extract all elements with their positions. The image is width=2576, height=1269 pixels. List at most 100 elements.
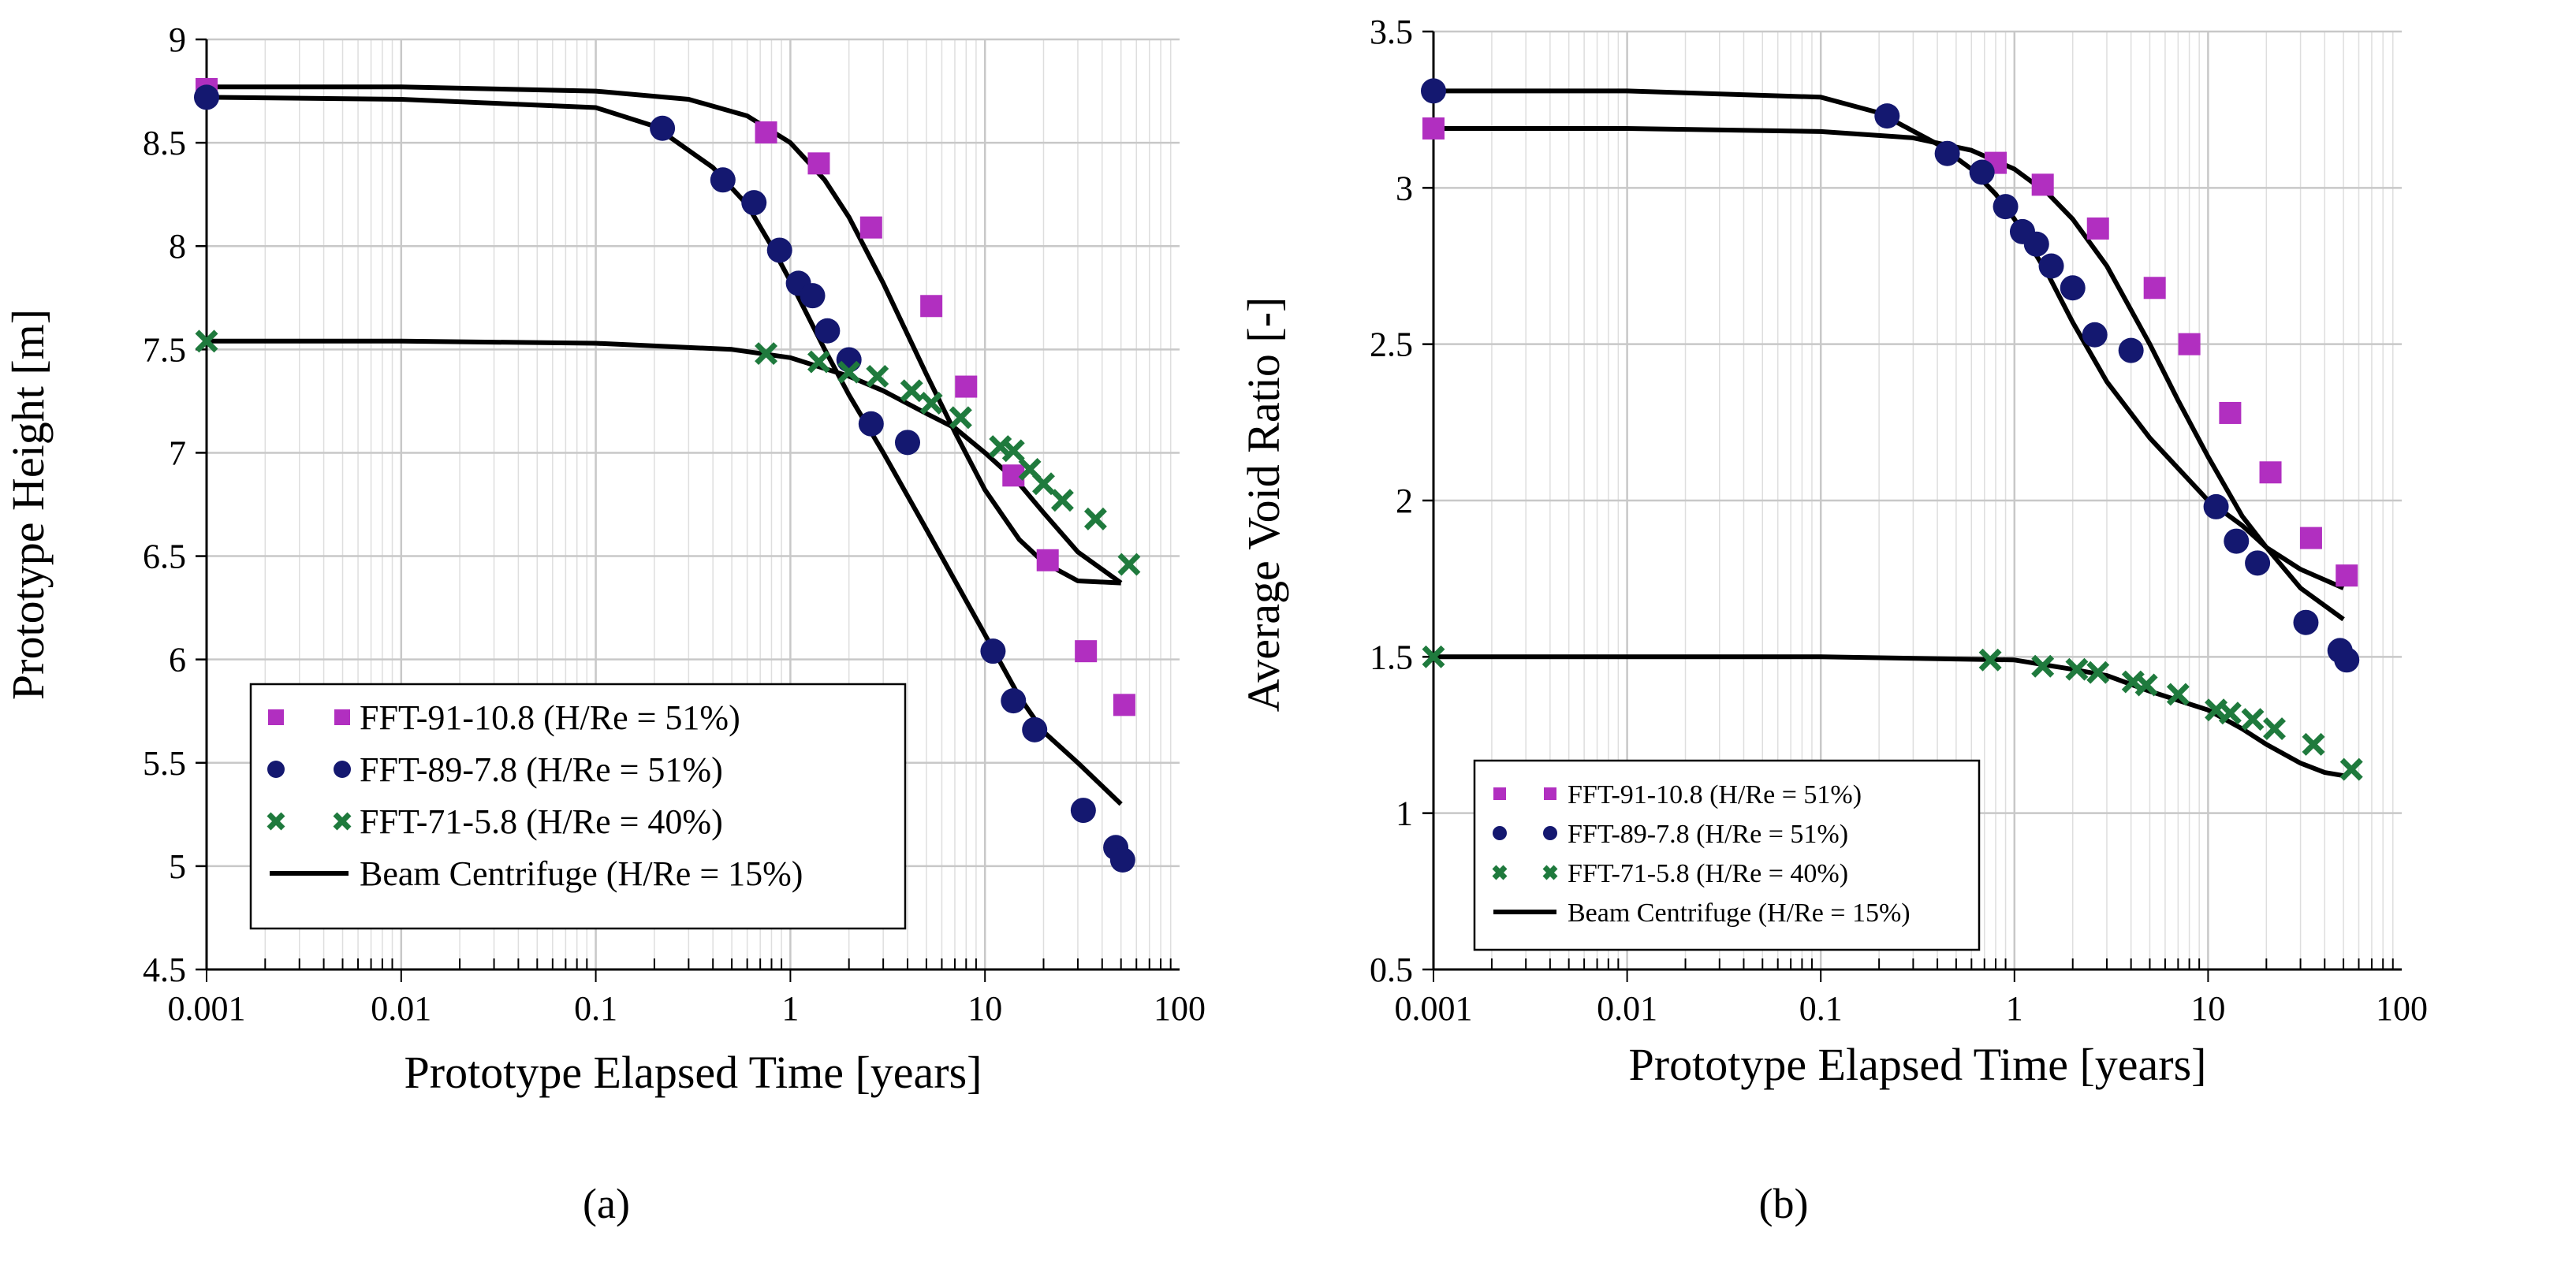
panel-b-point-cross-stroke-2 [2218, 701, 2242, 725]
panel-b-point-circle [2203, 493, 2229, 519]
panel-a-x-tick-label: 0.1 [574, 989, 617, 1028]
panel-a-beam-curve-2 [206, 95, 1123, 806]
panel-b-y-axis-title: Average Void Ratio [-] [1238, 297, 1289, 713]
panel-b-y-tick-label: 0.5 [1370, 951, 1413, 989]
panel-a-point-circle [1001, 688, 1027, 714]
panel-a-x-axis-title: Prototype Elapsed Time [years] [404, 1047, 982, 1098]
panel-a-y-tick-label: 4.5 [143, 951, 186, 989]
panel-b-point-cross [2218, 701, 2242, 725]
panel-a-y-tick-label: 5.5 [143, 744, 186, 783]
panel-a-beam-curve-1 [207, 84, 1121, 586]
panel-b-legend-marker [1543, 826, 1557, 840]
panel-b-point-cross-stroke-2 [2065, 657, 2089, 681]
panel-b-legend-box [1473, 759, 1981, 951]
panel-b-legend-marker [1542, 865, 1558, 880]
panel-a-point-cross-stroke-2 [919, 392, 943, 415]
panel-a-legend-marker-stroke-2 [267, 812, 285, 831]
panel-a-point-cross-stroke-2 [949, 406, 972, 430]
panel-a-point-cross-stroke-2 [807, 350, 830, 374]
panel-b-point-cross [2134, 673, 2158, 697]
panel-a-point-cross [1001, 439, 1025, 463]
panel-a-caption: (a) [583, 1180, 630, 1227]
panel-a-point-square [859, 216, 882, 239]
panel-b-point-circle [2060, 275, 2086, 301]
panel-a-legend-marker-stroke-2 [333, 812, 352, 831]
panel-b-point-cross [2166, 683, 2190, 706]
panel-a-point-square [920, 295, 943, 318]
panel-b-legend-label: FFT-89-7.8 (H/Re = 51%) [1568, 820, 1848, 849]
panel-a-point-square [1036, 549, 1059, 571]
panel-a-point-cross-stroke-2 [1117, 553, 1141, 576]
panel-a-point-cross [866, 364, 889, 388]
panel-a-point-circle [1022, 716, 1048, 742]
panel-a-y-tick-label: 6 [169, 641, 186, 679]
panel-a-point-cross-stroke-2 [1001, 439, 1025, 463]
panel-b-point-cross [2086, 661, 2110, 684]
panel-b-point-square [2143, 277, 2166, 300]
panel-b-legend: FFT-91-10.8 (H/Re = 51%) FFT-89-7.8 (H/Re… [1473, 759, 1981, 951]
panel-a-chart: 0.001 0.01 0.1 1 10 100 4.5 5 5.5 6 6.5 7 7.5 8 8.5 9 Pr… [2, 20, 1206, 1227]
panel-a-legend-marker [334, 761, 351, 778]
panel-b-point-square [2178, 333, 2201, 355]
panel-a-point-circle [858, 411, 884, 437]
panel-a-point-circle [710, 167, 736, 193]
panel-a-point-circle [766, 237, 792, 263]
panel-a-point-cross-stroke-2 [1032, 472, 1055, 496]
panel-b-point-cross-stroke-2 [2263, 717, 2286, 741]
panel-b-point-cross-stroke-2 [2031, 654, 2055, 678]
panel-b-point-circle [2023, 231, 2049, 257]
panel-b-y-tick-label: 1.5 [1370, 638, 1413, 676]
panel-b-point-cross-stroke-2 [2166, 683, 2190, 706]
panel-b-point-cross-stroke-2 [2241, 708, 2265, 731]
panel-a-y-tick-label: 8.5 [143, 124, 186, 162]
panel-b-point-circle [2334, 647, 2360, 673]
panel-b-point-circle [2118, 337, 2144, 363]
panel-a-point-cross-stroke-2 [1083, 507, 1107, 530]
panel-a-legend-box [249, 683, 907, 930]
panel-a-y-tick-label: 6.5 [143, 538, 186, 576]
panel-b-y-tick-label: 1 [1396, 795, 1413, 833]
panel-b-x-tick-label: 0.1 [1799, 989, 1843, 1028]
panel-b-point-circle [1421, 78, 1446, 104]
panel-b-y-tick-label: 2.5 [1370, 326, 1413, 364]
panel-b-legend-label: FFT-91-10.8 (H/Re = 51%) [1568, 780, 1862, 809]
panel-b-x-axis-title: Prototype Elapsed Time [years] [1629, 1039, 2207, 1090]
panel-a-point-cross-stroke-2 [195, 329, 218, 353]
panel-a-legend-marker [267, 761, 285, 778]
panel-b-x-tick-label: 0.01 [1597, 989, 1657, 1028]
panel-b-point-circle [1934, 140, 1960, 166]
panel-a-point-cross [195, 329, 218, 353]
panel-a-point-square [955, 375, 978, 398]
panel-b-legend-label: FFT-71-5.8 (H/Re = 40%) [1568, 859, 1848, 888]
panel-a-y-tick-label: 5 [169, 847, 186, 886]
panel-b-point-circle [2038, 253, 2064, 279]
panel-a-x-tick-label: 1 [781, 989, 799, 1028]
panel-a-y-tick-label: 7.5 [143, 330, 186, 369]
panel-b-point-cross [2263, 717, 2286, 741]
panel-a-x-tick-label: 0.001 [168, 989, 246, 1028]
panel-a-point-square [755, 121, 777, 143]
panel-b-legend-marker [1493, 787, 1506, 800]
panel-b-x-tick-label: 0.001 [1395, 989, 1473, 1028]
panel-a-point-square [807, 152, 830, 175]
panel-b-point-cross [2031, 654, 2055, 678]
panel-a-point-cross [949, 406, 972, 430]
panel-b-chart: 0.001 0.01 0.1 1 10 100 0.5 1 1.5 2 2.5 3 3.5 Average… [1238, 13, 2428, 1227]
panel-b-point-cross-stroke-2 [1978, 648, 2002, 672]
panel-a-point-circle [1109, 847, 1135, 873]
panel-b-point-square [2219, 401, 2242, 424]
panel-a-point-square [1113, 694, 1135, 716]
panel-b-point-square [2031, 173, 2054, 196]
panel-a-point-circle [1070, 798, 1096, 824]
panel-b-y-tick-label: 3 [1396, 169, 1413, 207]
panel-b-point-circle [2245, 550, 2271, 576]
panel-b-point-square [1422, 117, 1445, 140]
panel-a-point-cross-stroke-2 [1050, 489, 1074, 512]
panel-b-point-cross-stroke-2 [1422, 645, 1445, 668]
panel-b-point-square [2259, 461, 2282, 484]
panel-a-point-circle [894, 430, 920, 456]
panel-b-point-cross-stroke-2 [2302, 732, 2325, 756]
panel-a-y-tick-label: 7 [169, 434, 186, 472]
panel-a-point-cross [837, 360, 861, 384]
